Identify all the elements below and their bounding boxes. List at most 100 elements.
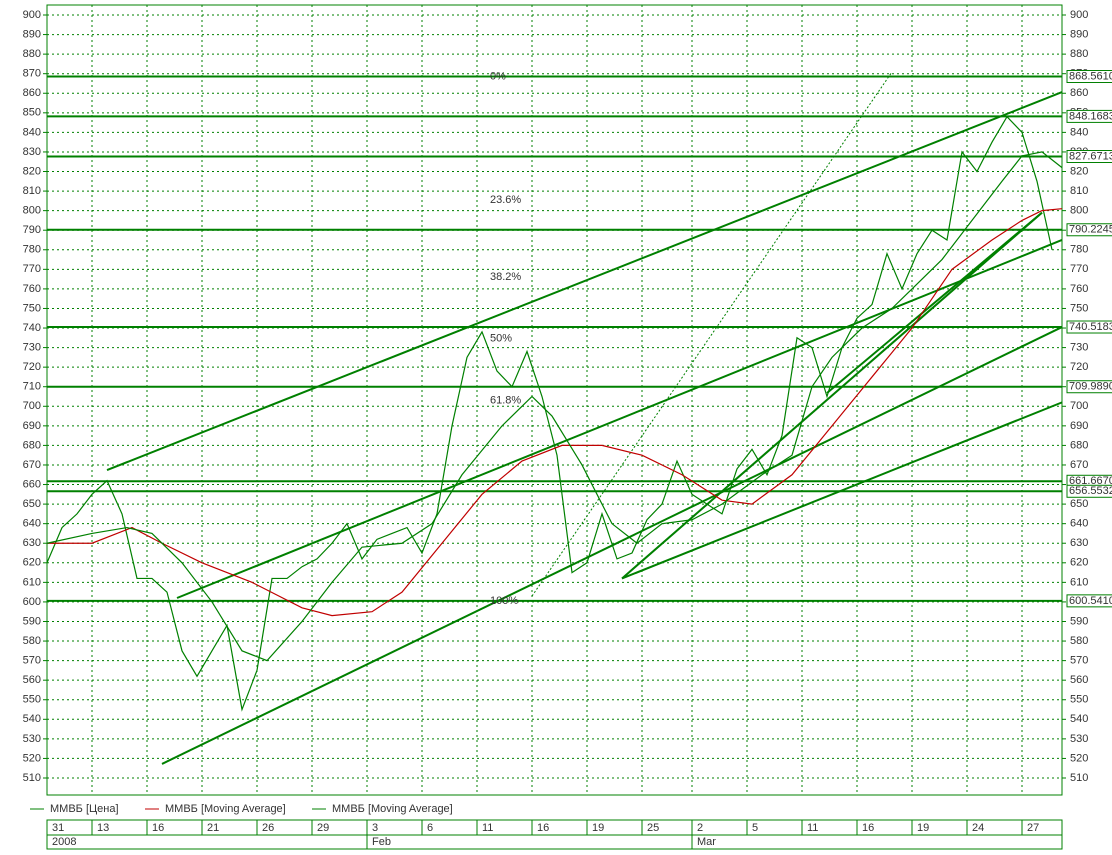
x-tick-label: 11 [482, 822, 493, 834]
level-label-box [1066, 109, 1112, 123]
level-label: 600.5410 [1069, 595, 1112, 607]
y-tick-label: 710 [23, 381, 41, 393]
y-tick-label: 800 [23, 205, 41, 217]
y-tick-label: 740 [23, 322, 41, 334]
y2-tick-label: 700 [1070, 400, 1088, 412]
y-tick-label: 730 [23, 341, 41, 353]
y2-tick-label: 530 [1070, 733, 1088, 745]
x-tick-label: 19 [592, 822, 604, 834]
x-tick-label: 29 [317, 822, 329, 834]
y2-tick-label: 580 [1070, 635, 1088, 647]
y-tick-label: 690 [23, 420, 41, 432]
level-label-box [1066, 380, 1112, 394]
legend-label: ММВБ [Цена] [50, 803, 119, 815]
level-label-box [1066, 150, 1112, 164]
y-tick-label: 670 [23, 459, 41, 471]
trend-line [621, 211, 1043, 580]
y2-tick-label: 730 [1070, 341, 1088, 353]
fib-label: 23.6% [490, 194, 521, 206]
y2-tick-label: 770 [1070, 263, 1088, 275]
y-tick-label: 870 [23, 68, 41, 80]
x-tick-label: 26 [262, 822, 274, 834]
fib-label: 61.8% [490, 395, 521, 407]
y2-tick-label: 840 [1070, 126, 1088, 138]
y-tick-label: 640 [23, 518, 41, 530]
level-label-box [1066, 70, 1112, 84]
y2-tick-label: 520 [1070, 752, 1088, 764]
y-tick-label: 590 [23, 615, 41, 627]
y2-tick-label: 510 [1070, 772, 1088, 784]
y-tick-label: 580 [23, 635, 41, 647]
y2-tick-label: 610 [1070, 576, 1088, 588]
y-tick-label: 610 [23, 576, 41, 588]
y-tick-label: 550 [23, 694, 41, 706]
x-tick-label: 11 [807, 822, 818, 834]
fib-line [531, 71, 893, 597]
y-tick-label: 560 [23, 674, 41, 686]
trend-line [176, 239, 1063, 599]
series-line [46, 115, 1053, 712]
month-tick-label: 2008 [52, 836, 76, 848]
x-tick-label: 6 [427, 822, 433, 834]
y-tick-label: 820 [23, 165, 41, 177]
level-label: 740.5183 [1069, 321, 1112, 333]
x-tick-label: 16 [537, 822, 549, 834]
x-tick-label: 19 [917, 822, 929, 834]
y-tick-label: 790 [23, 224, 41, 236]
y2-tick-label: 680 [1070, 439, 1088, 451]
y-tick-label: 520 [23, 752, 41, 764]
x-tick-label: 24 [972, 822, 984, 834]
level-label: 656.5532 [1069, 485, 1112, 497]
fib-label: 0% [490, 70, 506, 82]
month-tick-label: Feb [372, 836, 391, 848]
y2-tick-label: 860 [1070, 87, 1088, 99]
series-line [47, 208, 1063, 617]
x-tick-label: 13 [97, 822, 109, 834]
y-tick-label: 540 [23, 713, 41, 725]
trend-line [106, 91, 1063, 471]
month-tick-label: Mar [697, 836, 716, 848]
x-tick-label: 21 [207, 822, 219, 834]
y2-tick-label: 890 [1070, 28, 1088, 40]
series-line [46, 151, 1063, 662]
level-label-box [1066, 594, 1112, 608]
y2-tick-label: 650 [1070, 498, 1088, 510]
y2-tick-label: 900 [1070, 9, 1088, 21]
x-tick-label: 27 [1027, 822, 1039, 834]
y-tick-label: 720 [23, 361, 41, 373]
y-tick-label: 620 [23, 557, 41, 569]
y-tick-label: 530 [23, 733, 41, 745]
y2-tick-label: 570 [1070, 655, 1088, 667]
y-tick-label: 830 [23, 146, 41, 158]
y2-tick-label: 750 [1070, 302, 1088, 314]
y2-tick-label: 590 [1070, 615, 1088, 627]
x-tick-label: 25 [647, 822, 659, 834]
level-label: 790.2245 [1069, 224, 1112, 236]
y-tick-label: 810 [23, 185, 41, 197]
level-label: 827.6713 [1069, 150, 1112, 162]
level-label-box [1066, 320, 1112, 334]
level-label: 661.6670 [1069, 475, 1112, 487]
legend-label: ММВБ [Moving Average] [165, 803, 286, 815]
y-tick-label: 890 [23, 28, 41, 40]
y-tick-label: 900 [23, 9, 41, 21]
x-tick-label: 31 [52, 822, 64, 834]
y2-tick-label: 760 [1070, 283, 1088, 295]
x-tick-label: 16 [152, 822, 164, 834]
y-tick-label: 860 [23, 87, 41, 99]
y2-tick-label: 550 [1070, 694, 1088, 706]
level-label: 868.5610 [1069, 70, 1112, 82]
y-tick-label: 510 [23, 772, 41, 784]
y2-tick-label: 820 [1070, 165, 1088, 177]
fib-label: 50% [490, 332, 512, 344]
level-label-box [1066, 223, 1112, 237]
y-tick-label: 700 [23, 400, 41, 412]
level-label-box [1066, 484, 1112, 498]
x-tick-label: 5 [752, 822, 758, 834]
fib-label: 38.2% [490, 271, 521, 283]
y2-tick-label: 880 [1070, 48, 1088, 60]
y-tick-label: 650 [23, 498, 41, 510]
y2-tick-label: 630 [1070, 537, 1088, 549]
